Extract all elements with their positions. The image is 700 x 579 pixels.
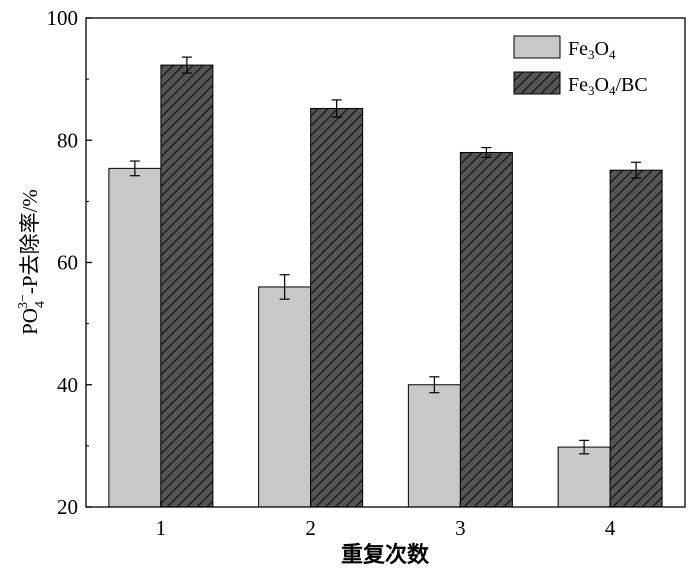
y-tick-label-20: 20 <box>57 495 78 519</box>
legend-swatch-series-2 <box>513 71 561 95</box>
error-bar-series-2-cat-1 <box>181 56 192 74</box>
bar-series-2-cat-2 <box>310 107 364 508</box>
y-axis-label: PO43−-P去除率/% <box>16 189 48 335</box>
error-bar-series-2-cat-4 <box>631 161 642 179</box>
legend-label-series-1: Fe3O4 <box>568 38 616 62</box>
x-axis-label: 重复次数 <box>341 542 430 567</box>
error-bar-series-1-cat-3 <box>429 376 440 394</box>
error-bars-layer <box>129 56 642 455</box>
x-tick-label-1: 1 <box>156 516 167 540</box>
bar-series-2-cat-1 <box>160 64 214 508</box>
x-tick-label-4: 4 <box>605 516 616 540</box>
bar-series-1-cat-3 <box>407 384 461 508</box>
bar-series-1-cat-1 <box>108 167 162 508</box>
bar-series-2-cat-3 <box>459 151 513 508</box>
y-tick-label-80: 80 <box>57 128 78 152</box>
error-bar-series-1-cat-1 <box>129 160 140 177</box>
error-bar-series-2-cat-3 <box>481 146 492 158</box>
y-tick-label-40: 40 <box>57 373 78 397</box>
bar-series-1-cat-4 <box>557 446 611 508</box>
x-axis: 1 2 3 4 <box>156 501 616 540</box>
legend-label-series-2: Fe3O4/BC <box>568 74 648 98</box>
error-bar-series-2-cat-2 <box>331 99 342 118</box>
y-tick-label-60: 60 <box>57 251 78 275</box>
bar-series-1-cat-2 <box>258 286 312 508</box>
y-tick-label-100: 100 <box>47 6 79 30</box>
y-axis: 20 40 60 80 100 <box>47 6 92 519</box>
x-tick-label-2: 2 <box>305 516 316 540</box>
bar-series-2-cat-4 <box>609 169 663 508</box>
bars-layer <box>108 64 663 508</box>
error-bar-series-1-cat-2 <box>279 274 290 300</box>
x-tick-label-3: 3 <box>455 516 466 540</box>
legend-swatch-series-1 <box>513 35 561 59</box>
legend: Fe3O4 Fe3O4/BC <box>513 35 648 98</box>
error-bar-series-1-cat-4 <box>579 439 590 455</box>
